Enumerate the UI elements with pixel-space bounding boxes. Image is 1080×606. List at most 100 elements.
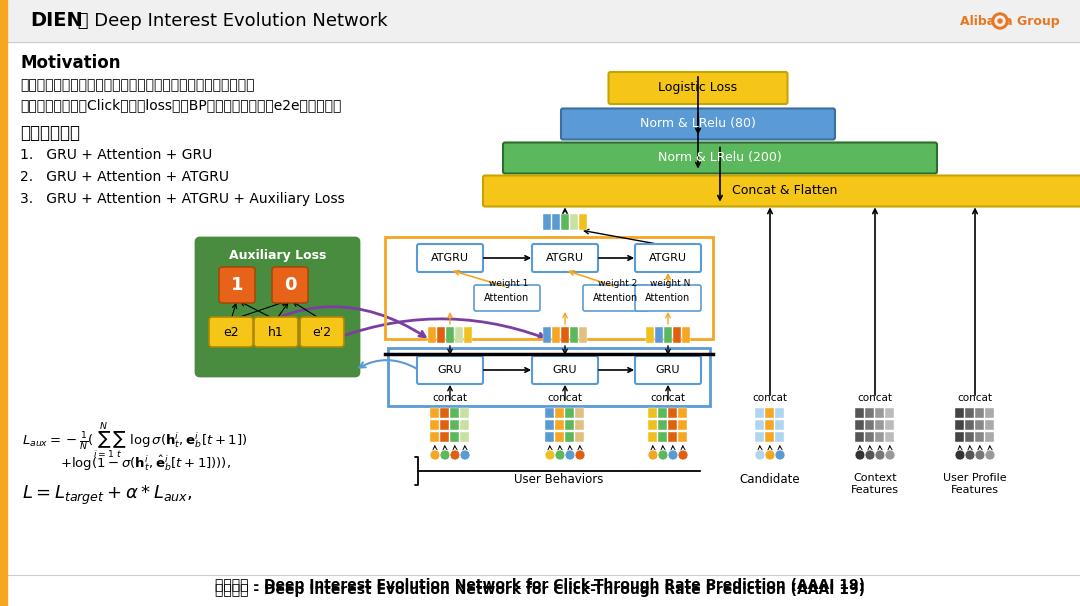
FancyBboxPatch shape: [483, 176, 1080, 207]
Circle shape: [995, 16, 1005, 26]
Text: 3.   GRU + Attention + ATGRU + Auxiliary Loss: 3. GRU + Attention + ATGRU + Auxiliary L…: [21, 192, 345, 206]
Bar: [555, 408, 564, 418]
Circle shape: [450, 450, 460, 460]
Text: $L_{aux} = -\frac{1}{N}(\sum_{i=1}^{N}\sum_{t}\ \log\sigma(\mathbf{h}_t^i, \math: $L_{aux} = -\frac{1}{N}(\sum_{i=1}^{N}\s…: [22, 420, 247, 461]
FancyBboxPatch shape: [532, 356, 598, 384]
Bar: [565, 432, 573, 442]
Bar: [575, 420, 584, 430]
Bar: [565, 408, 573, 418]
Text: DIEN: DIEN: [30, 12, 83, 30]
Bar: [648, 432, 657, 442]
FancyBboxPatch shape: [583, 285, 649, 311]
Bar: [446, 327, 454, 343]
Bar: [875, 420, 885, 430]
Bar: [460, 432, 469, 442]
Circle shape: [985, 450, 995, 460]
Bar: [755, 408, 764, 418]
Text: e2: e2: [224, 325, 239, 339]
Bar: [430, 432, 438, 442]
Text: Context
Features: Context Features: [851, 473, 899, 494]
Bar: [885, 432, 894, 442]
Text: Concat & Flatten: Concat & Flatten: [732, 184, 838, 198]
Bar: [678, 408, 687, 418]
Text: concat: concat: [958, 393, 993, 403]
Bar: [673, 327, 680, 343]
Circle shape: [975, 450, 985, 460]
FancyBboxPatch shape: [635, 244, 701, 272]
Text: e'2: e'2: [312, 325, 332, 339]
Circle shape: [855, 450, 865, 460]
Bar: [579, 327, 586, 343]
Bar: [658, 432, 667, 442]
Bar: [384, 237, 713, 339]
Bar: [955, 420, 964, 430]
Bar: [669, 420, 677, 430]
Bar: [555, 432, 564, 442]
Bar: [428, 327, 435, 343]
FancyBboxPatch shape: [210, 317, 253, 347]
Bar: [755, 420, 764, 430]
Bar: [545, 432, 554, 442]
Text: weight N: weight N: [650, 279, 690, 288]
Text: Auxiliary Loss: Auxiliary Loss: [229, 250, 326, 262]
Bar: [648, 408, 657, 418]
Text: ATGRU: ATGRU: [649, 253, 687, 263]
FancyBboxPatch shape: [195, 238, 359, 376]
Bar: [966, 420, 974, 430]
Bar: [455, 327, 462, 343]
Text: 1: 1: [231, 276, 243, 294]
Circle shape: [430, 450, 440, 460]
Bar: [440, 432, 449, 442]
Bar: [966, 408, 974, 418]
Text: Attention: Attention: [484, 293, 529, 303]
Text: 序列建模只依赖于Click信号的loss监督BP回传，回路过长，e2e学习难度大: 序列建模只依赖于Click信号的loss监督BP回传，回路过长，e2e学习难度大: [21, 98, 341, 112]
Text: concat: concat: [650, 393, 686, 403]
Text: GRU: GRU: [437, 365, 462, 375]
Bar: [0, 0, 6, 606]
Bar: [765, 420, 774, 430]
Circle shape: [885, 450, 895, 460]
Bar: [855, 408, 864, 418]
Bar: [388, 348, 710, 406]
FancyBboxPatch shape: [417, 356, 483, 384]
Text: 阿里妈妈 - Deep Interest Evolution Network for Click-Through Rate Prediction (AAAI 1: 阿里妈妈 - Deep Interest Evolution Network f…: [215, 583, 865, 597]
Text: User Profile
Features: User Profile Features: [943, 473, 1007, 494]
Circle shape: [955, 450, 966, 460]
Text: 1.   GRU + Attention + GRU: 1. GRU + Attention + GRU: [21, 148, 213, 162]
Circle shape: [460, 450, 470, 460]
Text: weight 2: weight 2: [598, 279, 637, 288]
Text: 0: 0: [284, 276, 296, 294]
Bar: [440, 408, 449, 418]
Bar: [855, 420, 864, 430]
Bar: [975, 432, 984, 442]
Text: 电商用户的行为是否真正符合一条序列（兴趣跳转，前后关系）: 电商用户的行为是否真正符合一条序列（兴趣跳转，前后关系）: [21, 78, 255, 92]
Bar: [648, 420, 657, 430]
Bar: [561, 327, 568, 343]
Circle shape: [775, 450, 785, 460]
Bar: [775, 420, 784, 430]
Circle shape: [575, 450, 585, 460]
Text: ： Deep Interest Evolution Network: ： Deep Interest Evolution Network: [72, 12, 388, 30]
Bar: [440, 420, 449, 430]
Text: concat: concat: [548, 393, 582, 403]
Bar: [875, 408, 885, 418]
Circle shape: [998, 19, 1002, 23]
Bar: [985, 408, 994, 418]
Text: 2.   GRU + Attention + ATGRU: 2. GRU + Attention + ATGRU: [21, 170, 229, 184]
Bar: [985, 420, 994, 430]
FancyBboxPatch shape: [608, 72, 787, 104]
Bar: [765, 408, 774, 418]
Text: Attention: Attention: [646, 293, 690, 303]
Circle shape: [440, 450, 450, 460]
FancyBboxPatch shape: [561, 108, 835, 139]
Bar: [430, 420, 438, 430]
Bar: [658, 420, 667, 430]
FancyBboxPatch shape: [474, 285, 540, 311]
Circle shape: [865, 450, 875, 460]
FancyBboxPatch shape: [503, 142, 937, 173]
Text: concat: concat: [432, 393, 468, 403]
Bar: [450, 432, 459, 442]
Text: Attention: Attention: [593, 293, 638, 303]
Bar: [552, 327, 559, 343]
Bar: [569, 327, 578, 343]
